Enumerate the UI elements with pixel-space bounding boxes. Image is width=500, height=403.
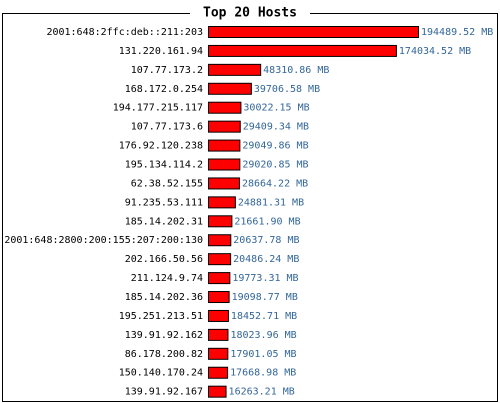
value-label: 19773.31 MB — [232, 273, 298, 284]
bar — [208, 101, 242, 114]
host-label: 2001:648:2800:200:155:207:200:130 — [4, 235, 203, 246]
title-bg — [190, 5, 310, 21]
value-label: 19098.77 MB — [232, 292, 298, 303]
value-label: 30022.15 MB — [243, 103, 309, 114]
host-label: 62.38.52.155 — [131, 178, 203, 189]
bar — [208, 158, 241, 171]
bar — [208, 272, 231, 285]
value-label: 16263.21 MB — [229, 387, 295, 398]
host-label: 91.235.53.111 — [125, 197, 203, 208]
host-label: 107.77.173.2 — [131, 65, 203, 76]
host-label: 150.140.170.24 — [119, 368, 203, 379]
bar — [208, 120, 241, 133]
bar — [208, 385, 227, 398]
host-label: 107.77.173.6 — [131, 122, 203, 133]
host-label: 86.178.200.82 — [125, 349, 203, 360]
value-label: 17901.05 MB — [230, 349, 296, 360]
host-label: 2001:648:2ffc:deb::211:203 — [46, 27, 203, 38]
bar — [208, 82, 252, 95]
bar — [208, 309, 229, 322]
bar — [208, 177, 240, 190]
host-label: 131.220.161.94 — [119, 46, 203, 57]
host-label: 195.251.213.51 — [119, 311, 203, 322]
bar — [208, 291, 230, 304]
host-label: 139.91.92.167 — [125, 387, 203, 398]
bar — [208, 215, 233, 228]
bar — [208, 347, 229, 360]
bar — [208, 26, 419, 38]
value-label: 17668.98 MB — [230, 368, 296, 379]
bar — [208, 196, 236, 209]
host-label: 185.14.202.31 — [125, 216, 203, 227]
value-label: 29409.34 MB — [243, 122, 309, 133]
host-label: 185.14.202.36 — [125, 292, 203, 303]
value-label: 18023.96 MB — [230, 330, 296, 341]
host-label: 194.177.215.117 — [113, 103, 203, 114]
value-label: 174034.52 MB — [399, 46, 471, 57]
value-label: 29020.85 MB — [242, 160, 308, 171]
bar — [208, 328, 229, 341]
bar — [208, 253, 232, 266]
host-label: 139.91.92.162 — [125, 330, 203, 341]
value-label: 18452.71 MB — [231, 311, 297, 322]
bar — [208, 63, 262, 76]
bar — [208, 366, 229, 379]
bar — [208, 139, 241, 152]
chart-title: Top 20 Hosts — [203, 6, 297, 21]
value-label: 194489.52 MB — [421, 27, 493, 38]
host-label: 168.172.0.254 — [125, 84, 203, 95]
value-label: 20486.24 MB — [233, 254, 299, 265]
value-label: 20637.78 MB — [233, 235, 299, 246]
host-label: 195.134.114.2 — [125, 160, 203, 171]
host-label: 211.124.9.74 — [131, 273, 203, 284]
value-label: 21661.90 MB — [234, 216, 300, 227]
value-label: 48310.86 MB — [263, 65, 329, 76]
host-label: 202.166.50.56 — [125, 254, 203, 265]
bar — [208, 234, 232, 247]
bar — [208, 44, 397, 57]
value-label: 39706.58 MB — [254, 84, 320, 95]
value-label: 28664.22 MB — [242, 178, 308, 189]
value-label: 29049.86 MB — [242, 141, 308, 152]
host-label: 176.92.120.238 — [119, 141, 203, 152]
value-label: 24881.31 MB — [238, 197, 304, 208]
